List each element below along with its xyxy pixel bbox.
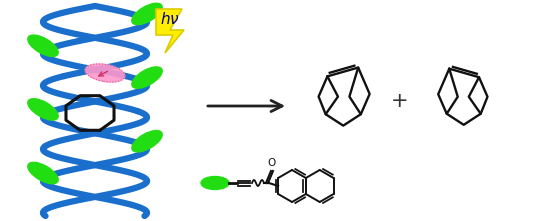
Ellipse shape <box>132 3 162 25</box>
Ellipse shape <box>28 99 58 120</box>
Text: O: O <box>268 158 276 168</box>
Ellipse shape <box>132 67 162 88</box>
Text: +: + <box>391 91 409 111</box>
Ellipse shape <box>201 177 229 189</box>
Text: $h\nu$: $h\nu$ <box>160 11 180 27</box>
Polygon shape <box>156 9 184 53</box>
Ellipse shape <box>132 131 162 152</box>
Ellipse shape <box>28 162 58 184</box>
Ellipse shape <box>28 35 58 57</box>
Ellipse shape <box>85 64 125 82</box>
